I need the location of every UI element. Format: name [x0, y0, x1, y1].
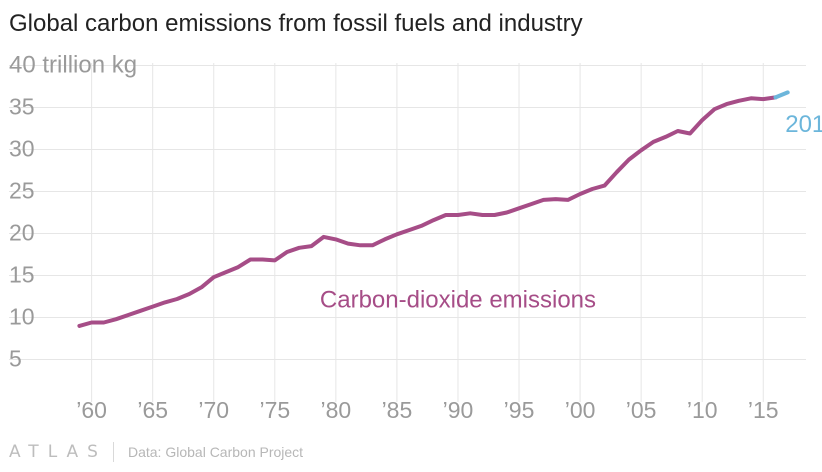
emissions-series-line — [77, 95, 778, 328]
x-tick-label: ’10 — [687, 397, 718, 423]
y-tick-label: 35 — [9, 94, 35, 120]
x-tick-label: ’85 — [382, 397, 413, 423]
grid-layer — [9, 63, 806, 402]
y-tick-label: 20 — [9, 220, 35, 246]
x-tick-label: ’05 — [626, 397, 657, 423]
x-tick-label: ’90 — [443, 397, 474, 423]
annotation-layer: Carbon-dioxide emissions 2017 — [320, 111, 822, 314]
x-tick-label: ’80 — [321, 397, 352, 423]
y-axis-ticks: 40 trillion kg 35 30 25 20 15 10 5 — [9, 52, 137, 372]
data-source: Data: Global Carbon Project — [127, 444, 304, 460]
x-tick-label: ’95 — [504, 397, 535, 423]
x-axis-ticks: ’60 ’65 ’70 ’75 ’80 ’85 ’90 ’95 ’00 ’05 ’10 ’15 — [76, 397, 778, 423]
projection-2017-line — [773, 90, 790, 100]
x-tick-label: ’70 — [198, 397, 229, 423]
y-tick-label: 10 — [9, 304, 35, 330]
footer: ATLAS Data: Global Carbon Project — [9, 441, 303, 463]
x-tick-label: ’65 — [137, 397, 168, 423]
x-tick-label: ’00 — [565, 397, 596, 423]
y-tick-label: 30 — [9, 136, 35, 162]
atlas-logo: ATLAS — [9, 442, 107, 462]
x-tick-label: ’75 — [259, 397, 290, 423]
y-tick-label: 5 — [9, 346, 22, 372]
footer-divider — [112, 442, 114, 462]
series-label: Carbon-dioxide emissions — [320, 286, 596, 313]
x-tick-label: ’15 — [748, 397, 779, 423]
series-layer — [77, 90, 790, 328]
y-tick-label: 15 — [9, 262, 35, 288]
emissions-line-chart: 40 trillion kg 35 30 25 20 15 10 5 ’60 ’65 ’70 ’75… — [9, 52, 822, 423]
chart-title: Global carbon emissions from fossil fuel… — [9, 10, 583, 37]
y-tick-label: 40 trillion kg — [9, 52, 137, 79]
year-2017-label: 2017 — [785, 111, 822, 138]
x-tick-label: ’60 — [76, 397, 107, 423]
y-tick-label: 25 — [9, 178, 35, 204]
